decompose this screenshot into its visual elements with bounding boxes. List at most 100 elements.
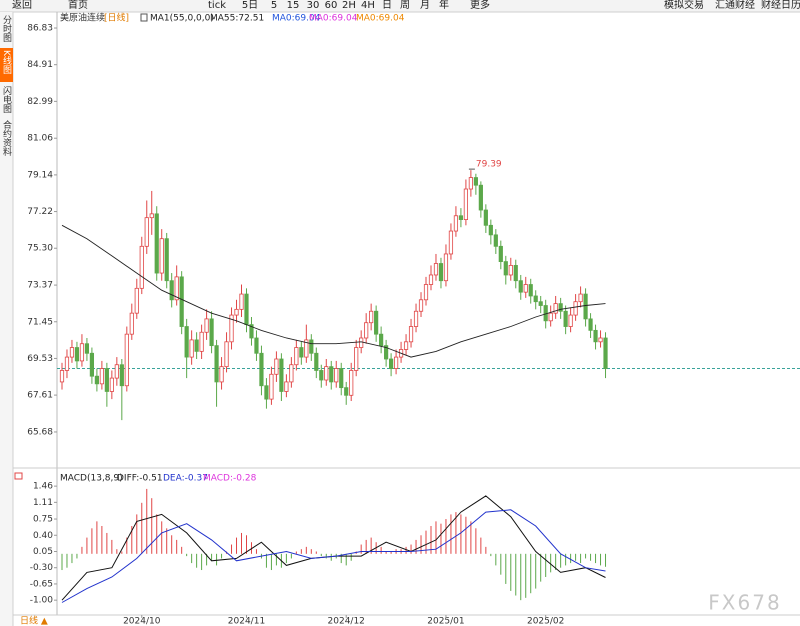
sidebar-tab[interactable]: 分时图 [1,15,12,43]
legend-icon [140,13,148,22]
y-tick-label: -1.00 [30,596,54,606]
candle-body [433,263,439,276]
legend-entry: MA0:69.04 [356,14,405,24]
y-tick-label: 84.91 [27,60,53,70]
legend-entry: MA1(55,0,0,0) [150,14,214,24]
candle-body [548,312,553,322]
candle-body [289,364,294,383]
toolbar-button[interactable]: 返回 [12,0,32,11]
y-tick-label: 81.06 [27,134,53,144]
chart-title: 美原油连续 [60,12,105,24]
candle-body [204,318,209,333]
y-tick-label: 0.75 [33,515,53,525]
sidebar-tab[interactable]: 合约资料 [1,119,12,157]
dea-line [61,509,606,603]
candle-body [384,345,389,360]
x-tick-label: 2024/10 [123,617,161,626]
toolbar-button[interactable]: 5日 [242,0,258,11]
toolbar-button[interactable]: 首页 [68,0,88,11]
candle-body [159,238,164,274]
y-tick-label: 69.53 [27,354,53,364]
legend-entry: MA55:72.51 [210,14,264,24]
sidebar-tab[interactable]: K线图 [1,50,12,75]
candle-body [274,358,279,375]
candle-body [294,347,299,366]
candle-body [369,310,374,324]
y-tick-label: 79.14 [27,170,53,180]
toolbar-button[interactable]: 4H [361,0,375,11]
toolbar-button[interactable]: 更多 [470,0,490,11]
toolbar-button[interactable]: 5 [271,0,277,11]
y-tick-label: 67.61 [27,391,53,401]
candle-body [214,345,219,383]
toolbar-button[interactable]: 汇通财经 [715,0,755,11]
y-tick-label: 1.46 [33,482,53,492]
candle-body [84,343,90,354]
candle-body [458,215,464,220]
candle-body [279,358,284,392]
toolbar-button[interactable]: tick [208,0,226,11]
candle-body [403,341,409,350]
candle-body [69,347,75,358]
candle-body [194,339,199,352]
candle-body [249,324,254,339]
candle-body [114,364,119,379]
candle-body [588,318,593,331]
candle-body [94,375,99,385]
candle-body [344,387,349,396]
toolbar-button[interactable]: 60 [325,0,338,11]
x-tick-label: 2024/11 [228,617,265,626]
x-tick-label: 2025/02 [527,617,564,626]
candle-body [219,366,224,383]
footer-tab[interactable]: 日线 ▲ [20,615,48,626]
candle-body [314,352,319,371]
toolbar-button[interactable]: 30 [307,0,320,11]
y-tick-label: 71.45 [27,317,53,327]
candle-body [508,265,513,276]
candle-body [304,339,309,358]
candle-body [563,310,568,327]
sidebar-tab[interactable]: 闪电图 [1,86,12,114]
candle-body [598,337,603,343]
candle-body [259,352,264,387]
candle-body [488,224,493,236]
ma-line [61,224,606,358]
toolbar-button[interactable]: 日 [382,0,392,11]
candle-body [239,293,244,310]
x-tick-label: 2025/01 [427,617,464,626]
candle-body [483,209,488,226]
candle-body [448,230,454,255]
candle-body [224,341,229,368]
toolbar-button[interactable]: 模拟交易 [664,0,704,11]
y-tick-label: -0.30 [30,563,54,573]
candle-body [199,331,204,352]
legend-entry: DIFF:-0.51 [117,474,163,484]
candle-body [319,370,324,381]
candle-body [174,276,179,301]
candle-body [119,364,124,387]
candle-body [349,370,354,396]
candle-body [438,263,444,282]
candle-body [89,352,95,377]
candle-body [164,238,169,282]
candle-body [463,188,468,220]
candle-body [593,329,598,343]
candle-body [473,177,478,186]
candle-body [309,339,314,354]
candle-body [538,301,543,306]
candle-body [189,339,194,358]
toolbar-button[interactable]: 月 [420,0,430,11]
y-tick-label: 86.83 [27,24,53,34]
toolbar-button[interactable]: 年 [439,0,449,11]
legend-entry: DEA:-0.37 [163,474,208,484]
candle-body [134,287,139,314]
toolbar-button[interactable]: 财经日历 [761,0,800,11]
candle-body [144,217,149,247]
toolbar-button[interactable]: 周 [400,0,410,11]
candle-body [468,177,473,190]
candle-body [558,303,563,312]
toolbar-button[interactable]: 2H [342,0,356,11]
toolbar-button[interactable]: 15 [287,0,300,11]
candle-body [234,308,239,316]
peak-label: 79.39 [476,160,502,170]
